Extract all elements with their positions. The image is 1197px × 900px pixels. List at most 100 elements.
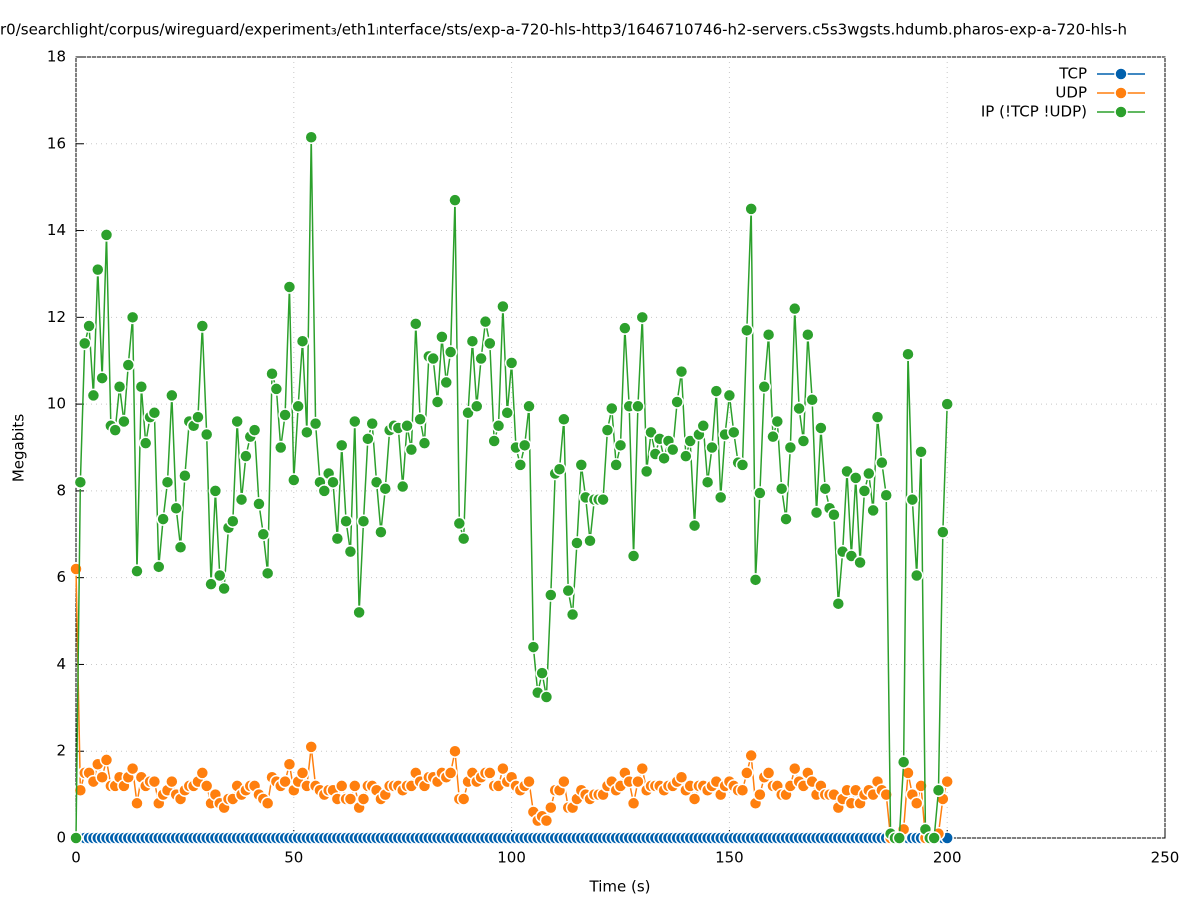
data-point xyxy=(909,796,924,811)
data-point xyxy=(147,774,162,789)
data-point xyxy=(744,748,758,763)
data-point xyxy=(430,395,445,409)
data-point xyxy=(278,774,292,789)
data-point xyxy=(152,560,166,574)
data-point xyxy=(787,761,802,776)
data-point xyxy=(544,588,558,602)
data-point xyxy=(735,458,750,472)
chart-title: r0/searchlight/corpus/wireguard/experime… xyxy=(0,21,1127,39)
data-point xyxy=(753,787,767,802)
data-point xyxy=(940,397,954,411)
data-point xyxy=(744,202,758,216)
data-point xyxy=(539,690,554,704)
data-point xyxy=(700,475,715,489)
data-point xyxy=(169,501,183,515)
data-point xyxy=(282,280,297,294)
data-point xyxy=(557,774,571,789)
data-point xyxy=(766,429,780,444)
data-point xyxy=(609,458,623,472)
data-point xyxy=(291,399,305,414)
data-point xyxy=(570,536,584,550)
y-tick-label: 2 xyxy=(56,742,66,760)
data-point xyxy=(308,416,323,431)
x-axis-label: Time (s) xyxy=(589,878,651,896)
data-point xyxy=(940,774,954,789)
data-point xyxy=(348,414,362,429)
data-point xyxy=(199,779,214,793)
data-point xyxy=(818,481,832,496)
data-point xyxy=(831,596,846,611)
data-point xyxy=(853,555,867,570)
data-point xyxy=(687,518,702,533)
data-point xyxy=(657,451,671,466)
data-point xyxy=(443,345,458,359)
data-point xyxy=(483,336,497,351)
data-point xyxy=(204,577,218,591)
data-point xyxy=(761,327,776,342)
data-point xyxy=(426,351,440,366)
data-point xyxy=(195,766,210,780)
data-point xyxy=(901,347,915,361)
data-point xyxy=(356,514,371,529)
data-point xyxy=(809,505,824,520)
data-point xyxy=(862,466,876,481)
data-point xyxy=(722,388,737,403)
data-point xyxy=(635,310,650,325)
data-point xyxy=(892,831,907,845)
data-point xyxy=(378,481,393,496)
data-point xyxy=(269,382,284,396)
legend-label: IP (!TCP !UDP) xyxy=(981,103,1087,121)
data-point xyxy=(330,531,345,546)
data-point xyxy=(247,423,262,437)
data-point xyxy=(761,766,776,780)
data-point xyxy=(687,792,702,806)
data-point xyxy=(792,401,806,416)
data-point xyxy=(931,783,946,798)
data-point xyxy=(696,419,711,433)
data-point xyxy=(583,534,597,548)
x-tick-label: 250 xyxy=(1151,849,1180,867)
data-point xyxy=(879,787,893,802)
data-point xyxy=(339,514,353,529)
data-point xyxy=(95,371,109,385)
data-point xyxy=(635,761,650,776)
data-point xyxy=(160,475,175,489)
data-point xyxy=(212,568,227,583)
data-point xyxy=(936,525,950,539)
data-point xyxy=(600,423,615,437)
data-point xyxy=(709,384,724,398)
data-point xyxy=(278,408,292,422)
data-point xyxy=(239,449,253,463)
data-point xyxy=(439,375,454,390)
data-point xyxy=(740,766,754,780)
data-point xyxy=(914,779,928,793)
data-point xyxy=(456,792,471,806)
data-point xyxy=(517,438,532,453)
data-point xyxy=(352,605,366,620)
data-point xyxy=(613,438,628,453)
data-point xyxy=(857,484,872,498)
data-point xyxy=(783,440,798,455)
data-point xyxy=(544,800,558,815)
data-point xyxy=(287,473,301,487)
data-point xyxy=(631,399,645,414)
data-point xyxy=(478,314,493,329)
data-point xyxy=(300,425,314,440)
y-tick-label: 18 xyxy=(47,48,66,66)
data-point xyxy=(147,406,162,420)
data-point xyxy=(909,568,924,583)
data-point xyxy=(618,321,632,335)
x-tick-label: 150 xyxy=(715,849,744,867)
data-point xyxy=(108,423,122,437)
data-point xyxy=(670,395,684,409)
data-point xyxy=(605,401,619,416)
data-point xyxy=(334,779,349,793)
data-point xyxy=(125,761,140,776)
data-point xyxy=(343,544,358,559)
data-point xyxy=(435,330,449,344)
data-point xyxy=(866,503,880,518)
data-point xyxy=(165,774,179,789)
data-point xyxy=(465,334,480,348)
